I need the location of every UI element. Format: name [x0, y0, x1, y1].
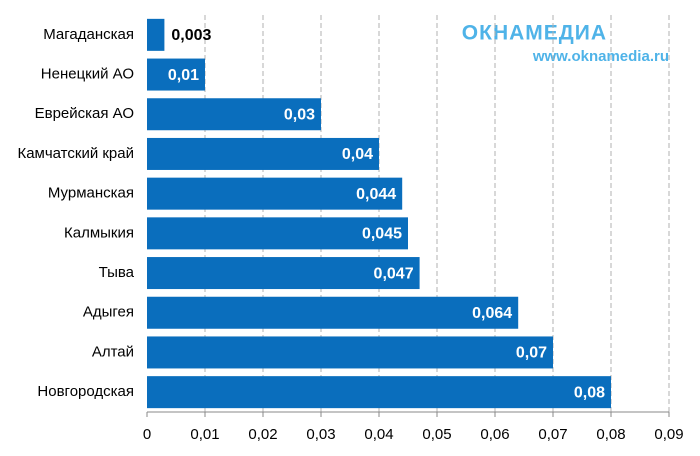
bar — [147, 137, 379, 170]
y-tick-label: Магаданская — [43, 26, 134, 43]
value-label: 0,045 — [362, 226, 402, 243]
x-tick-label: 0,02 — [248, 426, 277, 443]
value-label: 0,003 — [171, 27, 211, 44]
y-tick-label: Калмыкия — [64, 224, 134, 241]
x-tick-label: 0,06 — [480, 426, 509, 443]
value-label: 0,047 — [374, 265, 414, 282]
x-tick-label: 0,09 — [654, 426, 683, 443]
bar — [147, 18, 165, 51]
bar — [147, 376, 611, 409]
y-tick-label: Новгородская — [37, 383, 134, 400]
y-tick-label: Камчатский край — [17, 145, 134, 162]
value-label: 0,04 — [342, 146, 373, 163]
bar — [147, 336, 553, 369]
x-tick-label: 0,03 — [306, 426, 335, 443]
y-tick-label: Ненецкий АО — [41, 66, 134, 83]
watermark-url: www.oknamedia.ru — [532, 48, 669, 65]
x-tick-label: 0,07 — [538, 426, 567, 443]
y-tick-label: Алтай — [92, 343, 134, 360]
value-label: 0,03 — [284, 106, 315, 123]
bar — [147, 177, 403, 210]
value-label: 0,064 — [472, 305, 512, 322]
value-label: 0,044 — [356, 186, 396, 203]
value-label: 0,08 — [574, 384, 605, 401]
x-tick-label: 0,01 — [190, 426, 219, 443]
value-label: 0,01 — [168, 67, 199, 84]
y-tick-label: Еврейская АО — [35, 105, 134, 122]
x-tick-label: 0 — [143, 426, 151, 443]
bar — [147, 296, 519, 329]
y-tick-label: Мурманская — [48, 185, 134, 202]
x-tick-label: 0,05 — [422, 426, 451, 443]
bar — [147, 58, 205, 91]
bar — [147, 217, 408, 250]
x-tick-label: 0,08 — [596, 426, 625, 443]
y-tick-label: Адыгея — [83, 304, 134, 321]
y-tick-label: Тыва — [99, 264, 135, 281]
value-label: 0,07 — [516, 345, 547, 362]
x-tick-label: 0,04 — [364, 426, 393, 443]
bar — [147, 257, 420, 290]
bar — [147, 98, 321, 131]
watermark-brand: ОКНАМЕДИА — [462, 22, 607, 45]
